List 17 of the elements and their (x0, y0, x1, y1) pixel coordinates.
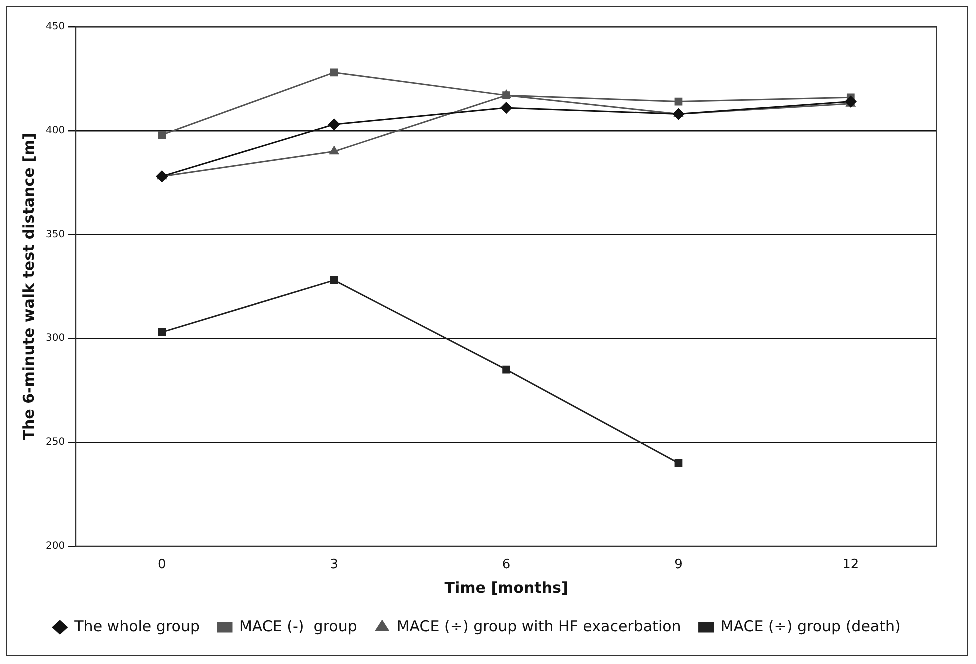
x-tick-label: 0 (158, 558, 166, 573)
y-tick-label: 250 (46, 437, 66, 448)
legend-label: The whole group (74, 617, 200, 636)
y-tick-label: 450 (46, 22, 66, 33)
x-tick-label: 9 (674, 558, 683, 573)
x-tick-label: 3 (330, 558, 338, 573)
y-tick-label: 200 (46, 540, 66, 552)
legend-label: MACE (-) group (239, 617, 358, 636)
legend-label: MACE (÷) group (death) (720, 617, 901, 636)
y-tick-label: 400 (46, 125, 66, 136)
x-axis-title: Time [months] (444, 578, 568, 597)
y-tick-label: 300 (46, 333, 66, 344)
x-tick-label: 12 (842, 558, 860, 573)
y-tick-label: 350 (46, 229, 66, 240)
legend-label: MACE (÷) group with HF exacerbation (396, 617, 682, 636)
x-tick-label: 6 (502, 558, 511, 573)
y-axis-title: The 6-minute walk test distance [m] (20, 133, 38, 440)
